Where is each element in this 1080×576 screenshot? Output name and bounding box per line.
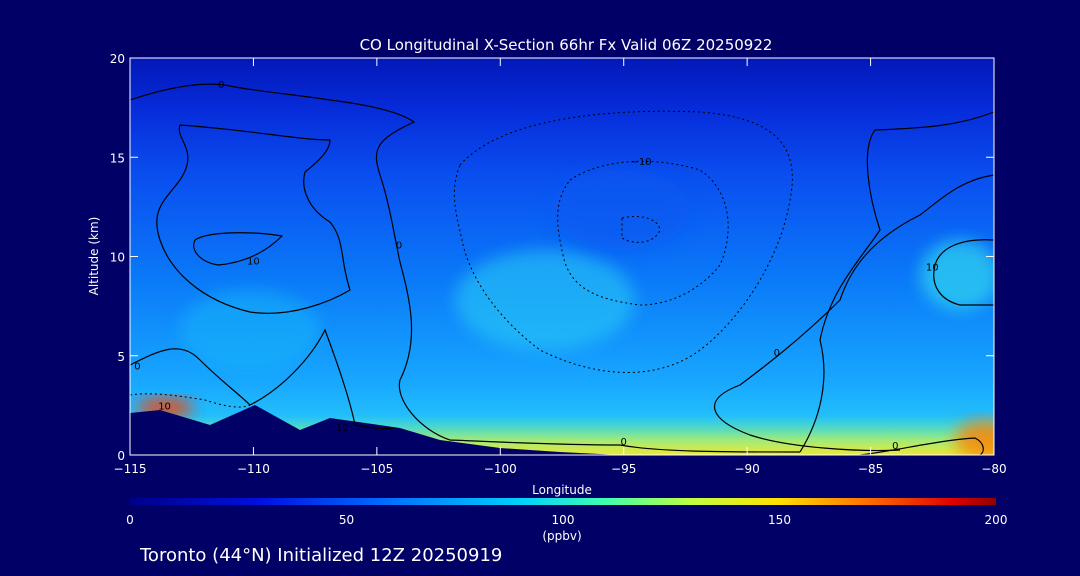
contour-label: 0 xyxy=(621,437,627,448)
contour-label: 10 xyxy=(926,262,939,273)
co-plume-east xyxy=(920,240,994,310)
contour-zero-east-2 xyxy=(713,174,994,452)
footer-caption: Toronto (44°N) Initialized 12Z 20250919 xyxy=(139,545,502,566)
x-tick-label: −105 xyxy=(360,462,393,476)
y-tick-label: 10 xyxy=(110,251,125,265)
x-tick-label: −100 xyxy=(484,462,517,476)
colorbar-ticks: 0 50 100 150 200 xyxy=(126,513,1007,527)
contour-label: −10 xyxy=(630,157,651,168)
contour-label: 10 xyxy=(247,256,260,267)
contour-minus-ten-inner xyxy=(557,160,729,306)
y-tick-label: 20 xyxy=(110,52,125,66)
co-low-center xyxy=(550,170,690,250)
x-axis-label: Longitude xyxy=(532,483,592,497)
contour-minus-ten-core xyxy=(621,216,661,243)
contour-ten-west xyxy=(193,232,284,266)
x-tick-label: −80 xyxy=(981,462,1006,476)
y-tick-label: 0 xyxy=(117,449,125,463)
contour-zero-lower xyxy=(130,328,396,430)
contour-label: 0 xyxy=(396,241,402,252)
contour-labels: 0 0 10 0 10 10 0 0 −10 10 0 xyxy=(134,80,938,452)
chart-title: CO Longitudinal X-Section 66hr Fx Valid … xyxy=(360,36,773,54)
colorbar: 0 50 100 150 200 (ppbv) xyxy=(126,498,1007,543)
contour-label: 10 xyxy=(336,423,349,434)
contour-label: 0 xyxy=(218,80,224,91)
heatmap-features xyxy=(130,170,994,455)
colorbar-unit: (ppbv) xyxy=(542,529,581,543)
x-tick-label: −90 xyxy=(734,462,759,476)
contour-lines xyxy=(130,83,994,455)
contour-dotted-west xyxy=(130,393,251,408)
x-tick-label: −110 xyxy=(237,462,270,476)
y-tick-label: 15 xyxy=(110,151,125,165)
contour-label: 0 xyxy=(892,441,898,452)
y-axis-label: Altitude (km) xyxy=(87,217,101,296)
contour-label: 0 xyxy=(134,362,140,373)
colorbar-tick-label: 50 xyxy=(339,513,354,527)
co-hotspot-east xyxy=(955,420,994,455)
colorbar-tick-label: 150 xyxy=(768,513,791,527)
colorbar-tick-label: 200 xyxy=(985,513,1008,527)
contour-ten-east xyxy=(933,239,994,306)
contour-zero-west-loop xyxy=(156,124,351,314)
contour-zero-upper xyxy=(130,83,801,453)
colorbar-tick-label: 100 xyxy=(552,513,575,527)
x-tick-label: −85 xyxy=(858,462,883,476)
terrain xyxy=(130,405,620,455)
contour-label: 10 xyxy=(158,401,171,412)
contour-label: 0 xyxy=(774,348,780,359)
contour-zero-surface-east xyxy=(859,437,984,455)
x-tick-label: −95 xyxy=(611,462,636,476)
colorbar-tick-label: 0 xyxy=(126,513,134,527)
x-tick-label: −115 xyxy=(114,462,147,476)
co-plume-center xyxy=(455,250,635,350)
contour-negative xyxy=(130,110,793,408)
contour-zero-east xyxy=(799,111,994,453)
plot-area: 0 0 10 0 10 10 0 0 −10 10 0 −115 −110 −105 −100 −95 −90… xyxy=(110,52,1007,476)
colorbar-gradient xyxy=(130,498,996,505)
y-tick-label: 5 xyxy=(117,350,125,364)
co-plume-west xyxy=(180,290,320,370)
